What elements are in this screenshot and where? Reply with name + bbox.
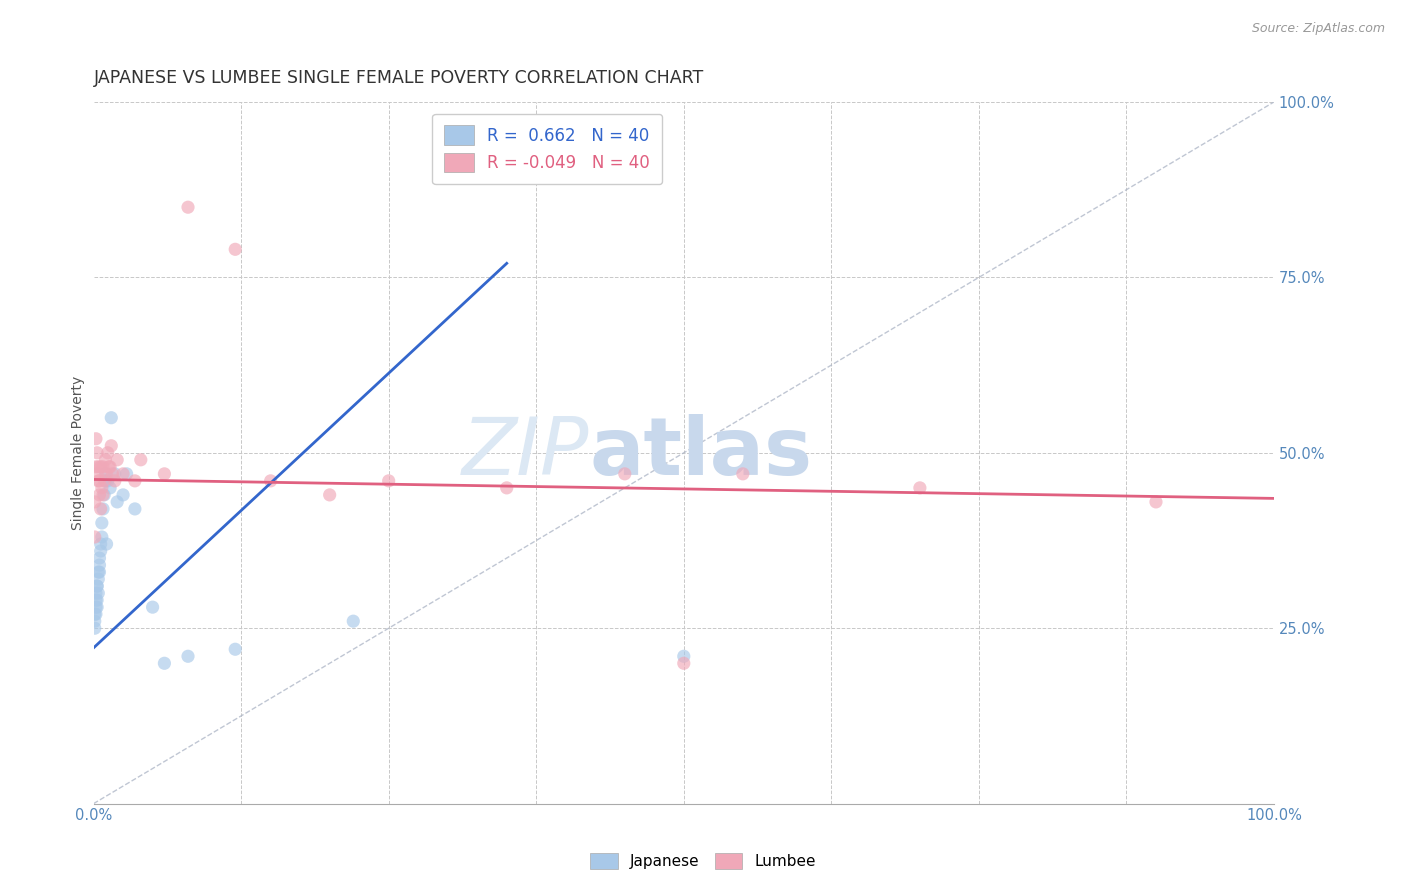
Point bbox=[86, 446, 108, 460]
Point bbox=[93, 474, 115, 488]
Point bbox=[672, 657, 695, 671]
Point bbox=[89, 474, 111, 488]
Y-axis label: Single Female Poverty: Single Female Poverty bbox=[72, 376, 86, 530]
Point bbox=[259, 474, 281, 488]
Point bbox=[90, 502, 112, 516]
Point bbox=[224, 642, 246, 657]
Point bbox=[86, 593, 108, 607]
Text: ZIP: ZIP bbox=[463, 414, 589, 491]
Point bbox=[342, 614, 364, 628]
Point bbox=[96, 537, 118, 551]
Point bbox=[97, 474, 120, 488]
Legend: Japanese, Lumbee: Japanese, Lumbee bbox=[583, 847, 823, 875]
Point bbox=[153, 467, 176, 481]
Point bbox=[90, 530, 112, 544]
Point bbox=[83, 614, 105, 628]
Point bbox=[84, 600, 107, 615]
Point bbox=[177, 200, 200, 214]
Legend: R =  0.662   N = 40, R = -0.049   N = 40: R = 0.662 N = 40, R = -0.049 N = 40 bbox=[433, 114, 662, 184]
Text: JAPANESE VS LUMBEE SINGLE FEMALE POVERTY CORRELATION CHART: JAPANESE VS LUMBEE SINGLE FEMALE POVERTY… bbox=[94, 69, 704, 87]
Point bbox=[93, 488, 115, 502]
Point bbox=[94, 474, 117, 488]
Point bbox=[495, 481, 517, 495]
Point bbox=[89, 558, 111, 572]
Point bbox=[153, 657, 176, 671]
Point bbox=[96, 467, 118, 481]
Point bbox=[90, 459, 112, 474]
Point bbox=[101, 467, 124, 481]
Point bbox=[731, 467, 754, 481]
Point bbox=[91, 459, 114, 474]
Point bbox=[105, 495, 128, 509]
Point bbox=[104, 474, 127, 488]
Point bbox=[86, 579, 108, 593]
Point bbox=[86, 600, 108, 615]
Point bbox=[90, 516, 112, 530]
Point bbox=[129, 452, 152, 467]
Point bbox=[98, 481, 121, 495]
Point bbox=[98, 459, 121, 474]
Point bbox=[318, 488, 340, 502]
Point bbox=[908, 481, 931, 495]
Point bbox=[83, 607, 105, 622]
Point bbox=[84, 593, 107, 607]
Point bbox=[90, 481, 112, 495]
Point bbox=[94, 467, 117, 481]
Point bbox=[91, 488, 114, 502]
Point bbox=[124, 502, 146, 516]
Point bbox=[112, 488, 135, 502]
Point bbox=[97, 459, 120, 474]
Point bbox=[94, 452, 117, 467]
Point bbox=[84, 607, 107, 622]
Point bbox=[87, 474, 110, 488]
Point bbox=[377, 474, 399, 488]
Point bbox=[224, 242, 246, 256]
Point bbox=[124, 474, 146, 488]
Point bbox=[83, 621, 105, 635]
Point bbox=[112, 467, 135, 481]
Point bbox=[97, 446, 120, 460]
Point bbox=[115, 467, 138, 481]
Point bbox=[89, 488, 111, 502]
Point bbox=[91, 502, 114, 516]
Point bbox=[89, 565, 111, 579]
Text: Source: ZipAtlas.com: Source: ZipAtlas.com bbox=[1251, 22, 1385, 36]
Point bbox=[104, 467, 127, 481]
Point bbox=[87, 572, 110, 586]
Point bbox=[83, 530, 105, 544]
Point bbox=[87, 565, 110, 579]
Point bbox=[87, 586, 110, 600]
Point bbox=[87, 459, 110, 474]
Point bbox=[90, 537, 112, 551]
Point bbox=[84, 586, 107, 600]
Point bbox=[177, 649, 200, 664]
Point bbox=[86, 467, 108, 481]
Point bbox=[100, 439, 122, 453]
Point bbox=[100, 410, 122, 425]
Text: atlas: atlas bbox=[589, 414, 813, 491]
Point bbox=[672, 649, 695, 664]
Point bbox=[1144, 495, 1167, 509]
Point bbox=[90, 544, 112, 558]
Point bbox=[86, 579, 108, 593]
Point bbox=[84, 459, 107, 474]
Point bbox=[613, 467, 636, 481]
Point bbox=[89, 551, 111, 566]
Point bbox=[105, 452, 128, 467]
Point bbox=[83, 495, 105, 509]
Point bbox=[142, 600, 165, 615]
Point bbox=[84, 432, 107, 446]
